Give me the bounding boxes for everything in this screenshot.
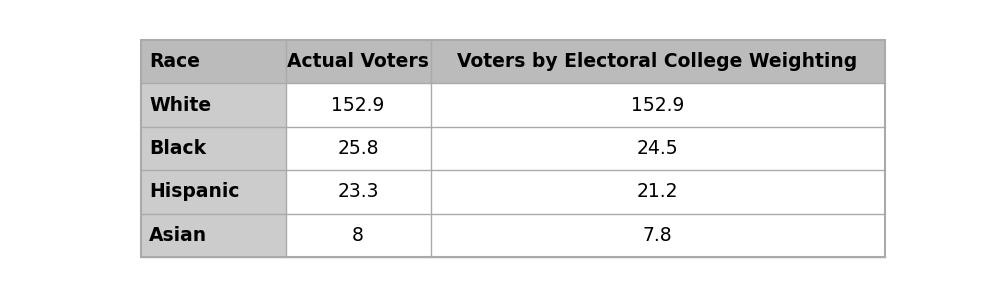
Bar	[140, 83, 885, 127]
Text: Black: Black	[149, 139, 206, 158]
Text: 21.2: 21.2	[637, 183, 678, 201]
Text: Race: Race	[149, 52, 200, 71]
Text: 25.8: 25.8	[337, 139, 379, 158]
Bar	[140, 214, 286, 257]
Text: 152.9: 152.9	[631, 96, 684, 114]
Text: Asian: Asian	[149, 226, 207, 245]
Text: Hispanic: Hispanic	[149, 183, 240, 201]
Bar	[140, 170, 286, 214]
Text: Voters by Electoral College Weighting: Voters by Electoral College Weighting	[457, 52, 858, 71]
Bar	[140, 214, 885, 257]
Text: 7.8: 7.8	[643, 226, 672, 245]
Bar	[140, 127, 885, 170]
Text: Actual Voters: Actual Voters	[287, 52, 429, 71]
Text: 23.3: 23.3	[337, 183, 379, 201]
Bar	[140, 40, 885, 83]
Bar	[140, 170, 885, 214]
Text: 8: 8	[352, 226, 364, 245]
Bar	[140, 83, 286, 127]
Text: 152.9: 152.9	[331, 96, 385, 114]
Text: 24.5: 24.5	[637, 139, 678, 158]
Text: White: White	[149, 96, 211, 114]
Bar	[140, 127, 286, 170]
